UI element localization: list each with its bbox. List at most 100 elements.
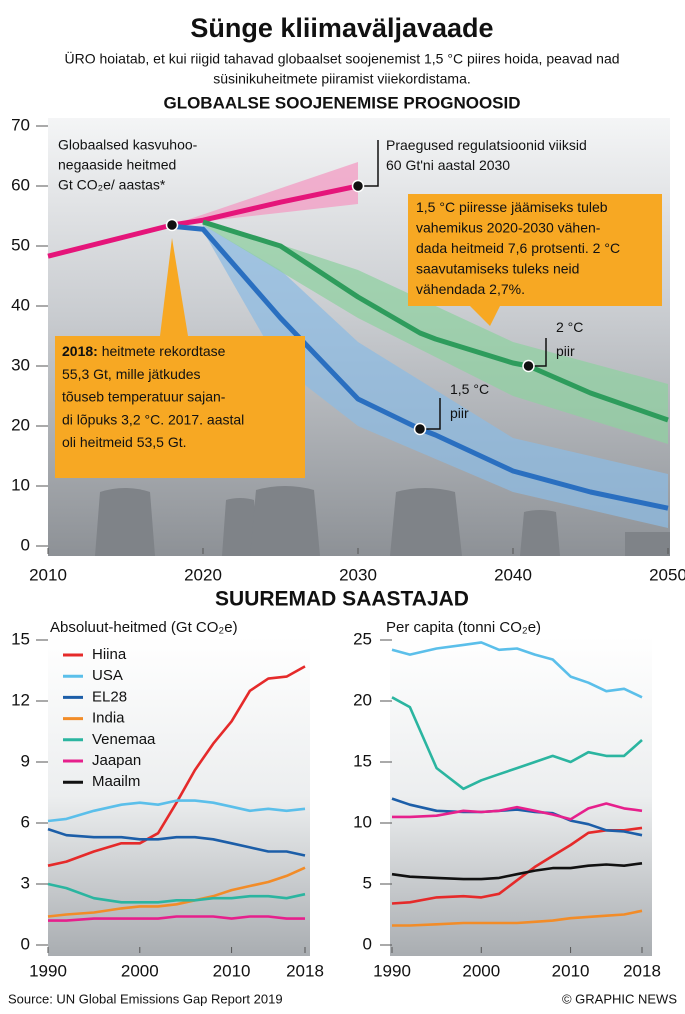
annotation-dot <box>351 179 365 193</box>
y-tick-label: 0 <box>363 934 372 953</box>
callout-pointer <box>160 238 188 336</box>
range-band <box>203 219 668 444</box>
series-line <box>202 219 669 423</box>
y-tick-label: 12 <box>11 690 30 709</box>
series-line <box>391 696 643 791</box>
annotation-text: tõuseb temperatuur sajan- <box>62 388 226 404</box>
range-band <box>172 162 358 225</box>
legend-label: Maailm <box>92 773 140 790</box>
annotation-text: 55,3 Gt, mille jätkudes <box>62 366 201 382</box>
annotation-text: piir <box>450 405 469 421</box>
x-tick-label: 2000 <box>121 961 159 980</box>
legend-label: Venemaa <box>92 731 156 748</box>
y-tick-label: 9 <box>21 751 30 770</box>
y-tick-label: 15 <box>353 751 372 770</box>
y-tick-label: 6 <box>21 812 30 831</box>
series-line <box>47 827 306 857</box>
series-line <box>392 909 643 927</box>
annotation-lead: 2018: <box>62 343 98 359</box>
x-tick-label: 2020 <box>184 565 222 584</box>
annotation-line: vahemikus 2020-2030 vähen- <box>416 219 601 235</box>
x-tick-label: 1990 <box>373 961 411 980</box>
legend-label: EL28 <box>92 688 127 705</box>
y-tick-label: 50 <box>11 235 30 254</box>
y-tick-label: 15 <box>11 629 30 648</box>
section-title: SUUREMAD SAASTAJAD <box>215 588 469 611</box>
photo-background <box>390 636 652 956</box>
credit: © GRAPHIC NEWS <box>562 991 677 1006</box>
annotation-line: 60 Gt'ni aastal 2030 <box>386 157 510 173</box>
series-line <box>47 183 359 259</box>
annotation-line: 55,3 Gt, mille jätkudes <box>62 366 201 382</box>
y-tick-label: 0 <box>21 934 30 953</box>
annotation-line: heitmete rekordtase <box>98 343 226 359</box>
callout-pointer <box>470 306 500 326</box>
callout-box <box>408 194 662 306</box>
annotation-line: dada heitmeid 7,6 protsenti. 2 °C <box>416 240 620 256</box>
annotation-line: 2 °C <box>556 319 583 335</box>
x-tick-label: 2010 <box>213 961 251 980</box>
x-tick-label: 2018 <box>286 961 324 980</box>
annotation-line: vähendada 2,7%. <box>416 281 525 297</box>
subtitle: süsinikuheitmete piiramist viiekordistam… <box>213 71 471 87</box>
annotation-line: Praegused regulatsioonid viiksid <box>386 137 587 153</box>
x-tick-label: 2000 <box>462 961 500 980</box>
annotation-text: di lõpuks 3,2 °C. 2017. aastal <box>62 411 244 427</box>
series-line <box>392 802 643 821</box>
annotation-text: oli heitmeid 53,5 Gt. <box>62 434 187 450</box>
annotation-line: oli heitmeid 53,5 Gt. <box>62 434 187 450</box>
x-tick-label: 2050 <box>649 565 685 584</box>
source: Source: UN Global Emissions Gap Report 2… <box>8 991 283 1006</box>
y-tick-label: 5 <box>363 873 372 892</box>
y-tick-label: 70 <box>11 115 30 134</box>
series-line <box>391 797 643 837</box>
x-tick-label: 1990 <box>29 961 67 980</box>
annotation-text: piir <box>556 343 575 359</box>
y-axis-label: Absoluut-heitmed (Gt CO₂e) <box>50 619 238 636</box>
y-tick-label: 20 <box>11 415 30 434</box>
legend-label: India <box>92 710 125 727</box>
annotation-text: 2018: heitmete rekordtase <box>62 343 226 359</box>
callout-box <box>55 336 305 478</box>
title: Sünge kliimaväljavaade <box>190 13 493 43</box>
annotation-line: 1,5 °C <box>450 381 489 397</box>
range-band <box>203 225 668 528</box>
y-tick-label: 30 <box>11 355 30 374</box>
series-line <box>47 799 306 823</box>
y-axis-label: Gt CO₂e/ aastas* <box>58 177 166 193</box>
cooling-towers <box>95 486 670 556</box>
annotation-line: piir <box>450 405 469 421</box>
series-line <box>171 223 669 511</box>
series-line <box>47 882 306 904</box>
annotation-line: piir <box>556 343 575 359</box>
legend-label: Jaapan <box>92 752 141 769</box>
annotation-line: 1,5 °C piiresse jäämiseks tuleb <box>416 199 608 215</box>
series-line <box>47 665 306 867</box>
x-tick-label: 2018 <box>623 961 661 980</box>
leader-line <box>358 140 379 187</box>
legend-label: Hiina <box>92 646 127 663</box>
y-tick-label: 3 <box>21 873 30 892</box>
annotation-text: vähendada 2,7%. <box>416 281 525 297</box>
y-tick-label: 60 <box>11 175 30 194</box>
annotation-text: saavutamiseks tuleks neid <box>416 260 579 276</box>
series-line <box>47 866 306 918</box>
annotation-text: 1,5 °C <box>450 381 489 397</box>
annotation-dot <box>413 422 427 436</box>
leader-line <box>420 398 441 430</box>
annotation-line: di lõpuks 3,2 °C. 2017. aastal <box>62 411 244 427</box>
annotation-line: saavutamiseks tuleks neid <box>416 260 579 276</box>
legend-label: USA <box>92 667 123 684</box>
annotation-dot <box>165 218 179 232</box>
y-axis-label: Per capita (tonni CO₂e) <box>386 619 541 636</box>
y-tick-label: 0 <box>21 535 30 554</box>
chart-title: GLOBAALSE SOOJENEMISE PROGNOOSID <box>163 93 520 112</box>
annotation-text: 2 °C <box>556 319 583 335</box>
series-line <box>391 641 643 699</box>
annotation-text: dada heitmeid 7,6 protsenti. 2 °C <box>416 240 620 256</box>
annotation-text: 1,5 °C piiresse jäämiseks tuleb <box>416 199 608 215</box>
annotation-text: 60 Gt'ni aastal 2030 <box>386 157 510 173</box>
series-line <box>391 862 643 881</box>
x-tick-label: 2010 <box>29 565 67 584</box>
